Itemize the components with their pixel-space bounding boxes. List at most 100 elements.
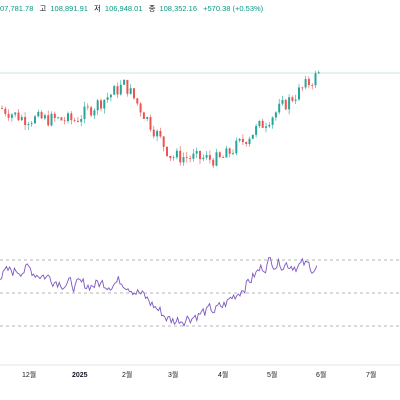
candle xyxy=(301,87,304,89)
candle xyxy=(255,126,258,135)
candle xyxy=(169,155,172,158)
candle xyxy=(146,117,149,119)
candle xyxy=(241,138,244,143)
x-tick-label: 4월 xyxy=(218,370,228,379)
candle xyxy=(80,118,83,122)
low-label: 저 xyxy=(94,4,101,13)
candle xyxy=(182,157,185,163)
candle xyxy=(63,120,66,122)
candle xyxy=(175,150,178,158)
candle xyxy=(265,126,267,128)
x-tick-label: 3월 xyxy=(168,370,178,379)
candle xyxy=(40,111,43,119)
candle xyxy=(159,130,162,137)
candle xyxy=(189,157,192,159)
close-value: 108,352.16 xyxy=(159,4,198,13)
candle xyxy=(139,103,142,113)
candle xyxy=(304,79,307,88)
candle xyxy=(123,79,126,85)
candle xyxy=(116,86,119,95)
candle xyxy=(235,140,238,154)
candle xyxy=(24,117,27,126)
candle xyxy=(1,108,3,109)
candle xyxy=(215,152,218,166)
open-value: 07,781.78 xyxy=(0,4,34,13)
candle xyxy=(156,130,159,137)
candle xyxy=(284,99,287,110)
candle xyxy=(192,153,195,159)
candle xyxy=(113,86,116,95)
candle xyxy=(218,152,221,158)
candle xyxy=(258,120,261,127)
x-tick-label: 6월 xyxy=(316,370,326,379)
candle xyxy=(109,94,112,98)
candle xyxy=(222,157,225,158)
candle xyxy=(294,99,297,101)
candle xyxy=(261,120,264,128)
candle xyxy=(278,103,281,113)
candle xyxy=(162,136,165,147)
candle xyxy=(314,73,317,86)
ohlc-legend: 07,781.78 고 108,891.91 저 106,948.01 종 108,3… xyxy=(0,2,267,16)
candle xyxy=(172,157,175,159)
candle xyxy=(106,97,109,100)
candle xyxy=(67,113,69,122)
candle xyxy=(291,97,294,101)
candle xyxy=(185,157,188,158)
candle xyxy=(288,97,291,110)
candle xyxy=(90,107,93,116)
candle xyxy=(281,99,284,104)
candle xyxy=(17,112,20,121)
candle xyxy=(83,106,86,119)
candle xyxy=(195,150,198,154)
candle xyxy=(70,113,73,121)
candle xyxy=(268,124,271,127)
x-tick-label: 2월 xyxy=(122,370,132,379)
candle xyxy=(202,157,205,160)
candle xyxy=(119,84,122,95)
candle xyxy=(34,116,36,124)
candle xyxy=(307,79,310,86)
x-tick-label: 2025 xyxy=(72,372,88,379)
candle xyxy=(60,117,63,121)
candle xyxy=(274,112,277,118)
candle xyxy=(14,112,17,115)
candle xyxy=(93,110,96,116)
candle xyxy=(232,153,234,155)
change-value: +570.38 (+0.53%) xyxy=(203,4,264,13)
candle xyxy=(251,134,254,139)
candle xyxy=(208,155,211,160)
candle xyxy=(10,114,13,118)
candle xyxy=(96,100,99,111)
candle xyxy=(53,113,56,119)
candle xyxy=(238,138,241,141)
candle xyxy=(57,117,60,119)
rsi-line xyxy=(0,257,318,327)
x-axis: 12월 2025 2월 3월 4월 5월 6월 7월 xyxy=(22,370,376,379)
candle xyxy=(47,115,50,126)
candle xyxy=(205,155,208,158)
candle xyxy=(212,159,215,166)
candle xyxy=(4,108,7,114)
candle xyxy=(20,117,23,121)
candle xyxy=(271,117,274,125)
high-value: 108,891.91 xyxy=(50,4,88,13)
candle xyxy=(7,113,10,118)
candle xyxy=(248,138,251,145)
candle xyxy=(50,113,53,126)
candle xyxy=(76,120,79,122)
candle xyxy=(225,148,228,158)
candle xyxy=(166,146,168,156)
rsi-pane xyxy=(0,257,400,327)
candle xyxy=(100,100,102,109)
low-value: 106,948.01 xyxy=(104,4,143,13)
candle xyxy=(228,148,231,154)
candle xyxy=(43,115,46,119)
candle xyxy=(199,150,201,160)
candle xyxy=(30,123,33,125)
close-label: 종 xyxy=(148,4,156,13)
candle xyxy=(129,88,132,94)
candle xyxy=(136,98,139,104)
candlestick-series xyxy=(1,70,320,169)
